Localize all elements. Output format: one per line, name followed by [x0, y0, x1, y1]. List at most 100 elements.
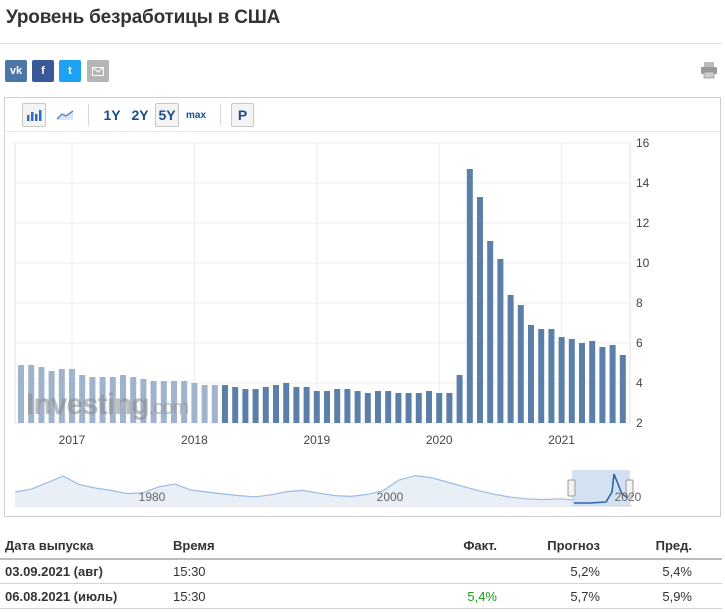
bar — [446, 393, 453, 423]
twitter-icon: t — [68, 65, 72, 77]
row-previous: 5,9% — [662, 589, 692, 604]
chart-container — [4, 97, 721, 517]
bar — [477, 197, 483, 423]
range-2y-button[interactable]: 2Y — [131, 107, 149, 123]
navigator-right-handle[interactable] — [625, 479, 634, 497]
row-forecast: 5,2% — [570, 564, 600, 579]
bar-chart-type-button[interactable] — [22, 103, 46, 127]
bar — [517, 305, 524, 423]
bar — [69, 369, 75, 423]
bar — [130, 377, 137, 423]
table-row-rule — [0, 583, 722, 584]
bar — [497, 259, 504, 423]
print-icon[interactable] — [700, 61, 718, 79]
bar — [324, 391, 330, 423]
header-actual: Факт. — [463, 538, 497, 553]
header-release-date: Дата выпуска — [5, 538, 94, 553]
navigator-label: 2000 — [377, 490, 404, 504]
bar — [48, 371, 55, 423]
bar — [364, 393, 371, 423]
bar — [568, 339, 575, 423]
row-time: 15:30 — [173, 589, 206, 604]
range-max-button[interactable]: max — [185, 109, 206, 121]
toolbar-separator — [220, 104, 221, 126]
twitter-share-button[interactable]: t — [59, 60, 81, 82]
bar — [354, 391, 361, 423]
row-release-date[interactable]: 03.09.2021 (авг) — [5, 564, 103, 579]
table-header-rule — [0, 558, 722, 560]
bar — [293, 387, 300, 423]
x-tick-label: 2021 — [548, 433, 575, 447]
header-forecast: Прогноз — [547, 538, 600, 553]
bar — [487, 241, 494, 423]
x-tick-label: 2020 — [426, 433, 453, 447]
bar — [222, 385, 228, 423]
chart-mode-p-button[interactable]: P — [231, 103, 254, 127]
bar — [89, 377, 96, 423]
row-actual: 5,4% — [467, 589, 497, 604]
bar — [599, 347, 606, 423]
bar — [395, 393, 402, 423]
bar — [609, 345, 616, 423]
table-row-rule — [0, 608, 722, 609]
area-chart-type-button[interactable] — [53, 103, 77, 127]
bar — [579, 343, 585, 423]
bar — [28, 365, 35, 423]
y-tick-label: 6 — [636, 336, 643, 350]
bar — [466, 169, 473, 423]
bar — [18, 365, 24, 423]
bar — [405, 393, 412, 423]
row-time: 15:30 — [173, 564, 206, 579]
toolbar-separator — [88, 104, 89, 126]
navigator-selected-line — [574, 473, 629, 504]
bar — [283, 383, 290, 423]
bar — [313, 391, 320, 423]
vk-share-button[interactable]: vk — [5, 60, 27, 82]
navigator-line — [14, 474, 576, 501]
page-title: Уровень безработицы в США — [6, 7, 281, 28]
bar — [171, 381, 177, 423]
row-forecast: 5,7% — [570, 589, 600, 604]
bar — [538, 329, 545, 423]
y-tick-label: 12 — [636, 216, 650, 230]
bar — [38, 367, 45, 423]
y-tick-label: 2 — [636, 416, 643, 430]
bar — [120, 375, 126, 423]
bar — [232, 387, 239, 423]
bar — [211, 385, 218, 423]
bar — [58, 369, 65, 423]
bar — [262, 387, 269, 423]
navigator-area — [15, 475, 575, 506]
x-tick-label: 2017 — [59, 433, 86, 447]
y-tick-label: 8 — [636, 296, 643, 310]
bar — [181, 381, 188, 423]
bar — [79, 375, 86, 423]
y-tick-label: 16 — [636, 136, 650, 150]
bar — [456, 375, 463, 423]
range-1y-button[interactable]: 1Y — [103, 107, 121, 123]
navigator-left-handle[interactable] — [567, 479, 576, 497]
row-release-date[interactable]: 06.08.2021 (июль) — [5, 589, 118, 604]
bar — [436, 393, 443, 423]
bar — [140, 379, 147, 423]
navigator-label: 1980 — [139, 490, 166, 504]
email-share-button[interactable] — [87, 60, 109, 82]
y-tick-label: 4 — [636, 376, 643, 390]
x-tick-label: 2019 — [303, 433, 330, 447]
bar — [589, 341, 596, 423]
bar — [619, 355, 626, 423]
header-time: Время — [173, 538, 215, 553]
plot-area — [14, 142, 631, 424]
bar — [375, 391, 381, 423]
facebook-share-button[interactable]: f — [32, 60, 54, 82]
bar — [334, 389, 341, 423]
bar — [273, 385, 279, 423]
area-chart-icon — [56, 110, 74, 120]
y-tick-label: 14 — [636, 176, 650, 190]
range-5y-button[interactable]: 5Y — [155, 103, 179, 127]
vk-icon: vk — [9, 65, 23, 77]
bar — [303, 387, 310, 423]
row-previous: 5,4% — [662, 564, 692, 579]
bar — [109, 377, 116, 423]
bar — [99, 377, 106, 423]
